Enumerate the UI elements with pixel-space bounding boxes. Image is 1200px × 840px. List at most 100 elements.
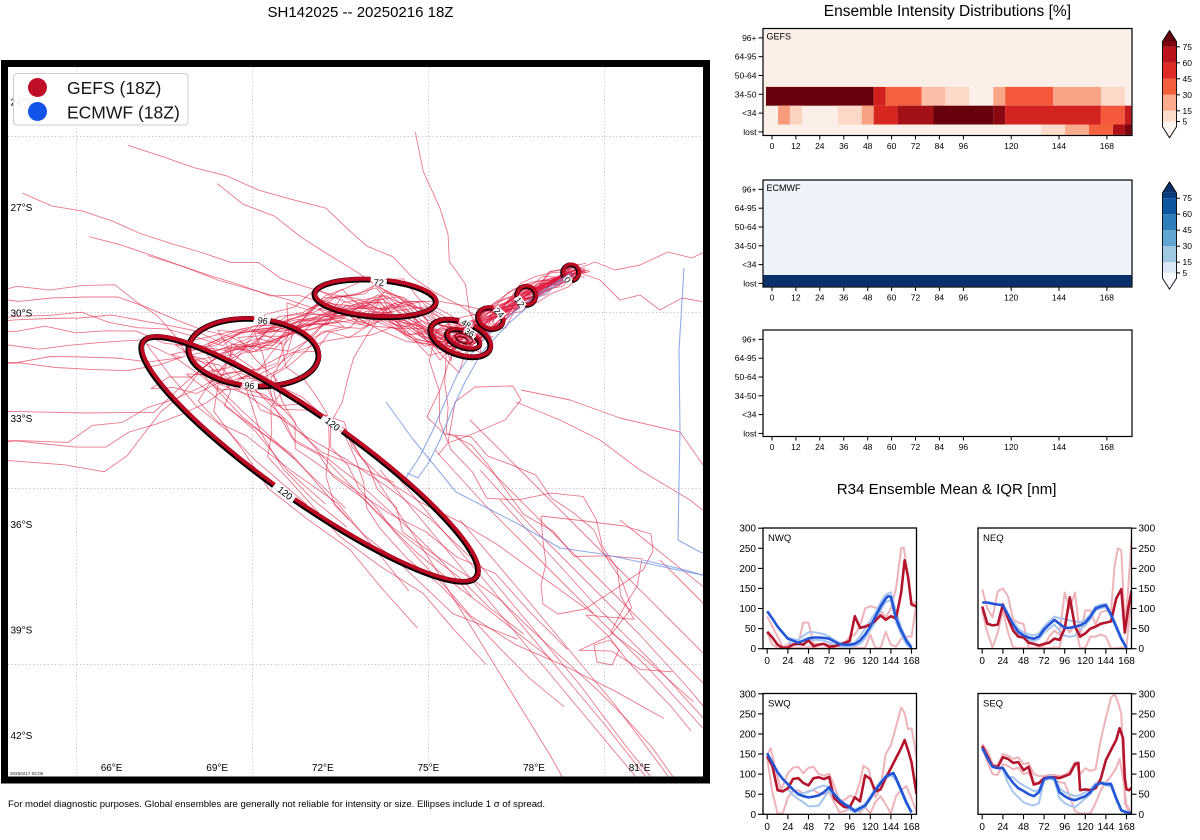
svg-text:60: 60 <box>1183 209 1193 219</box>
svg-text:81°E: 81°E <box>629 763 651 774</box>
svg-text:120: 120 <box>1004 442 1018 452</box>
svg-text:150: 150 <box>1139 584 1156 595</box>
svg-text:0: 0 <box>1139 810 1145 821</box>
svg-text:168: 168 <box>903 656 920 667</box>
svg-text:96: 96 <box>959 293 969 303</box>
svg-text:20250217 02:06: 20250217 02:06 <box>10 771 44 776</box>
svg-text:5: 5 <box>1183 116 1188 126</box>
svg-text:150: 150 <box>1139 750 1156 761</box>
svg-text:For model diagnostic purposes.: For model diagnostic purposes. Global en… <box>8 799 545 810</box>
svg-text:72°E: 72°E <box>312 763 334 774</box>
svg-text:ECMWF (18Z): ECMWF (18Z) <box>67 102 180 122</box>
svg-text:120: 120 <box>1004 141 1018 151</box>
svg-text:96: 96 <box>257 315 268 326</box>
svg-text:24: 24 <box>815 442 825 452</box>
svg-text:36: 36 <box>839 293 849 303</box>
svg-text:SEQ: SEQ <box>983 699 1003 710</box>
svg-text:48: 48 <box>863 293 873 303</box>
svg-text:34-50: 34-50 <box>735 391 757 401</box>
svg-text:50-64: 50-64 <box>735 222 757 232</box>
svg-text:SH142025 -- 20250216 18Z: SH142025 -- 20250216 18Z <box>268 4 454 21</box>
svg-text:144: 144 <box>1098 822 1115 833</box>
svg-text:168: 168 <box>1118 656 1135 667</box>
svg-text:15: 15 <box>1183 106 1193 116</box>
svg-text:27°S: 27°S <box>11 203 33 214</box>
svg-text:60: 60 <box>887 293 897 303</box>
svg-text:0: 0 <box>979 822 985 833</box>
svg-text:0: 0 <box>770 442 775 452</box>
svg-text:250: 250 <box>739 709 756 720</box>
svg-text:0: 0 <box>750 810 756 821</box>
svg-text:50: 50 <box>745 624 757 635</box>
svg-text:24: 24 <box>997 656 1009 667</box>
svg-text:50: 50 <box>1139 624 1151 635</box>
svg-text:72: 72 <box>911 442 921 452</box>
svg-text:120: 120 <box>1077 822 1094 833</box>
svg-text:96: 96 <box>844 656 856 667</box>
svg-text:60: 60 <box>1183 58 1193 68</box>
svg-text:48: 48 <box>803 822 815 833</box>
svg-text:30: 30 <box>1183 241 1193 251</box>
svg-text:24: 24 <box>782 656 794 667</box>
svg-text:120: 120 <box>862 822 879 833</box>
svg-text:66°E: 66°E <box>101 763 123 774</box>
svg-text:200: 200 <box>739 564 756 575</box>
svg-text:ECMWF: ECMWF <box>767 183 801 193</box>
svg-text:200: 200 <box>1139 564 1156 575</box>
svg-text:48: 48 <box>803 656 815 667</box>
svg-text:300: 300 <box>1139 524 1156 535</box>
svg-text:39°S: 39°S <box>11 625 33 636</box>
svg-text:75: 75 <box>1183 193 1193 203</box>
svg-text:144: 144 <box>1052 293 1066 303</box>
svg-text:96+: 96+ <box>742 33 756 43</box>
svg-text:45: 45 <box>1183 74 1193 84</box>
svg-text:100: 100 <box>1139 770 1156 781</box>
svg-text:NEQ: NEQ <box>983 533 1004 544</box>
svg-text:100: 100 <box>739 770 756 781</box>
svg-text:<34: <34 <box>742 108 757 118</box>
svg-text:24: 24 <box>815 293 825 303</box>
svg-text:100: 100 <box>739 604 756 615</box>
svg-text:34-50: 34-50 <box>735 89 757 99</box>
svg-text:69°E: 69°E <box>206 763 228 774</box>
svg-text:30: 30 <box>1183 90 1193 100</box>
svg-text:250: 250 <box>1139 544 1156 555</box>
svg-text:96: 96 <box>844 822 856 833</box>
svg-text:30°S: 30°S <box>11 309 33 320</box>
svg-text:100: 100 <box>1139 604 1156 615</box>
svg-text:144: 144 <box>1052 141 1066 151</box>
svg-text:168: 168 <box>903 822 920 833</box>
svg-text:96: 96 <box>244 380 255 391</box>
svg-text:0: 0 <box>764 656 770 667</box>
svg-text:150: 150 <box>739 584 756 595</box>
svg-text:72: 72 <box>824 656 836 667</box>
svg-text:96+: 96+ <box>742 334 756 344</box>
svg-text:84: 84 <box>935 293 945 303</box>
svg-text:50: 50 <box>1139 790 1151 801</box>
svg-text:48: 48 <box>1018 822 1030 833</box>
svg-text:60: 60 <box>887 141 897 151</box>
svg-text:36: 36 <box>839 442 849 452</box>
svg-text:75: 75 <box>1183 42 1193 52</box>
svg-text:144: 144 <box>1052 442 1066 452</box>
svg-text:96: 96 <box>959 141 969 151</box>
svg-text:250: 250 <box>1139 709 1156 720</box>
svg-text:R34 Ensemble Mean & IQR [nm]: R34 Ensemble Mean & IQR [nm] <box>837 481 1057 498</box>
svg-text:0: 0 <box>770 141 775 151</box>
svg-text:0: 0 <box>750 644 756 655</box>
svg-text:200: 200 <box>739 730 756 741</box>
svg-text:78°E: 78°E <box>523 763 545 774</box>
svg-text:72: 72 <box>373 277 384 288</box>
svg-text:lost: lost <box>743 278 757 288</box>
svg-text:300: 300 <box>1139 689 1156 700</box>
svg-text:0: 0 <box>764 822 770 833</box>
svg-text:NWQ: NWQ <box>768 533 791 544</box>
svg-text:GEFS: GEFS <box>767 32 792 42</box>
svg-text:50-64: 50-64 <box>735 372 757 382</box>
svg-text:120: 120 <box>862 656 879 667</box>
svg-text:168: 168 <box>1100 293 1114 303</box>
svg-text:120: 120 <box>1004 293 1018 303</box>
svg-text:12: 12 <box>791 141 801 151</box>
svg-text:72: 72 <box>824 822 836 833</box>
svg-text:<34: <34 <box>742 260 757 270</box>
